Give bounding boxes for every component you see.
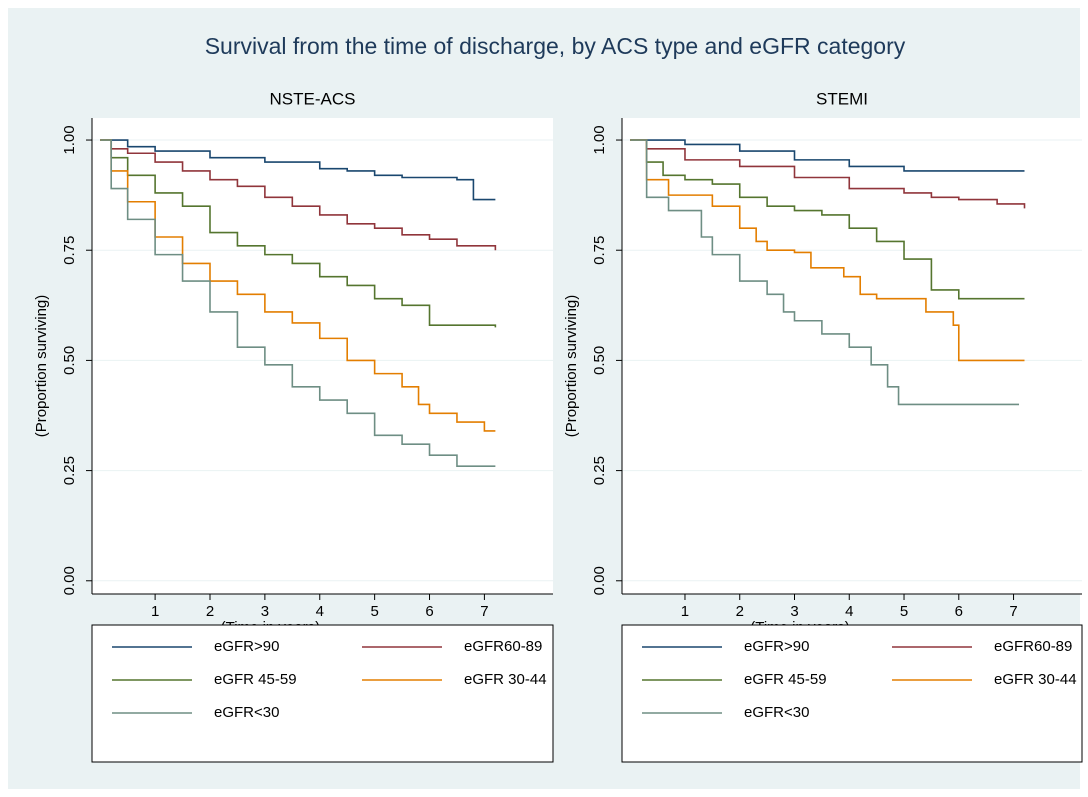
survival-curve [100,139,496,201]
panel-title: STEMI [816,89,868,108]
legend-label: eGFR 30-44 [994,671,1077,688]
x-tick-label: 4 [845,603,853,620]
survival-curve [630,139,1025,300]
x-tick-label: 5 [370,603,378,620]
legend-box [621,624,1083,763]
legend-label: eGFR 30-44 [464,671,547,688]
legend-label: eGFR>90 [744,638,809,655]
x-tick-label: 1 [681,603,689,620]
survival-curve [630,139,1026,209]
plot-area [622,118,1082,594]
panel-title: NSTE-ACS [270,89,356,108]
survival-curve [100,139,497,328]
legend-label: eGFR<30 [744,704,809,721]
x-tick-label: 7 [480,603,488,620]
x-tick-label: 2 [736,603,744,620]
legend-label: eGFR>90 [214,638,279,655]
legend-box [91,624,554,763]
x-tick-label: 7 [1009,603,1017,620]
x-tick-label: 1 [151,603,159,620]
survival-curve [100,139,497,251]
y-tick-label: 1.00 [61,125,78,154]
legend-label: eGFR 45-59 [214,671,297,688]
survival-curve [630,139,1025,362]
x-tick-label: 6 [425,603,433,620]
y-tick-label: 0.50 [61,346,78,375]
x-tick-label: 4 [316,603,324,620]
legend-label: eGFR 45-59 [744,671,827,688]
legend-label: eGFR60-89 [994,638,1072,655]
x-tick-label: 2 [206,603,214,620]
x-tick-label: 3 [261,603,269,620]
survival-curve [630,139,1025,172]
plot-area [92,118,553,594]
y-tick-label: 0.50 [591,346,608,375]
legend-label: eGFR60-89 [464,638,542,655]
y-axis-label: (Proportion surviving) [563,295,580,438]
legend-label: eGFR<30 [214,704,279,721]
x-tick-label: 5 [900,603,908,620]
y-tick-label: 0.75 [61,236,78,265]
y-tick-label: 0.25 [591,456,608,485]
y-tick-label: 0.75 [591,236,608,265]
figure-title: Survival from the time of discharge, by … [205,33,906,59]
y-tick-label: 0.00 [61,566,78,595]
y-tick-label: 1.00 [591,125,608,154]
survival-curve [630,139,1020,406]
y-tick-label: 0.25 [61,456,78,485]
y-axis-label: (Proportion surviving) [33,295,50,438]
survival-curve [100,139,496,467]
y-tick-label: 0.00 [591,566,608,595]
x-tick-label: 3 [790,603,798,620]
x-tick-label: 6 [955,603,963,620]
